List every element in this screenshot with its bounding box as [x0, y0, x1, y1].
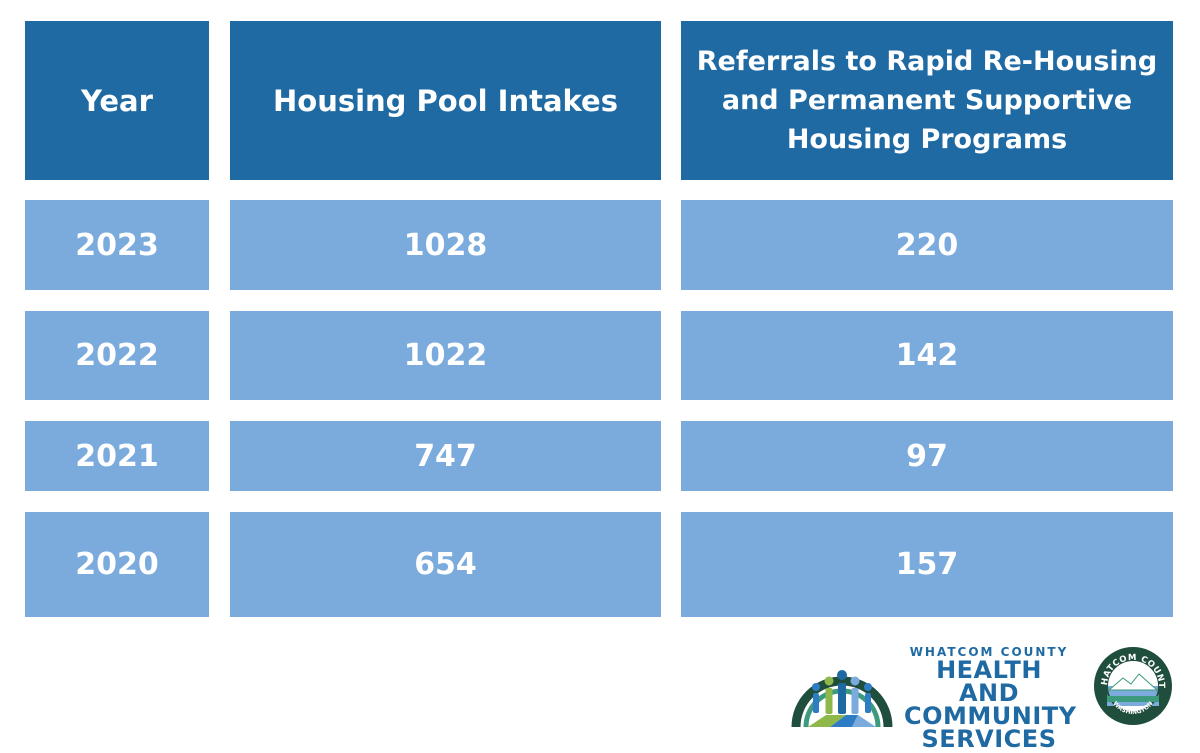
organization-name: WHATCOM COUNTY HEALTH AND COMMUNITY SERV… — [904, 645, 1077, 753]
header-referrals: Referrals to Rapid Re-Housing and Perman… — [681, 21, 1173, 180]
org-county-label: WHATCOM COUNTY — [909, 645, 1069, 659]
cell-referrals: 97 — [681, 421, 1173, 491]
cell-referrals: 220 — [681, 200, 1173, 290]
cell-intakes: 1022 — [230, 311, 661, 400]
cell-referrals: 142 — [681, 311, 1173, 400]
org-name-line-3: SERVICES — [921, 725, 1057, 753]
cell-intakes: 1028 — [230, 200, 661, 290]
cell-referrals: 157 — [681, 512, 1173, 617]
header-year: Year — [25, 21, 209, 180]
cell-year: 2020 — [25, 512, 209, 617]
cell-year: 2023 — [25, 200, 209, 290]
org-name-line-1: HEALTH AND — [936, 656, 1042, 707]
county-seal-icon: WHATCOM COUNTY WASHINGTON — [1093, 646, 1172, 725]
cell-intakes: 654 — [230, 512, 661, 617]
cell-intakes: 747 — [230, 421, 661, 491]
org-name-line-2: COMMUNITY — [904, 702, 1077, 730]
header-housing-pool-intakes: Housing Pool Intakes — [230, 21, 661, 180]
cell-year: 2021 — [25, 421, 209, 491]
cell-year: 2022 — [25, 311, 209, 400]
health-services-logo-icon — [791, 670, 893, 727]
